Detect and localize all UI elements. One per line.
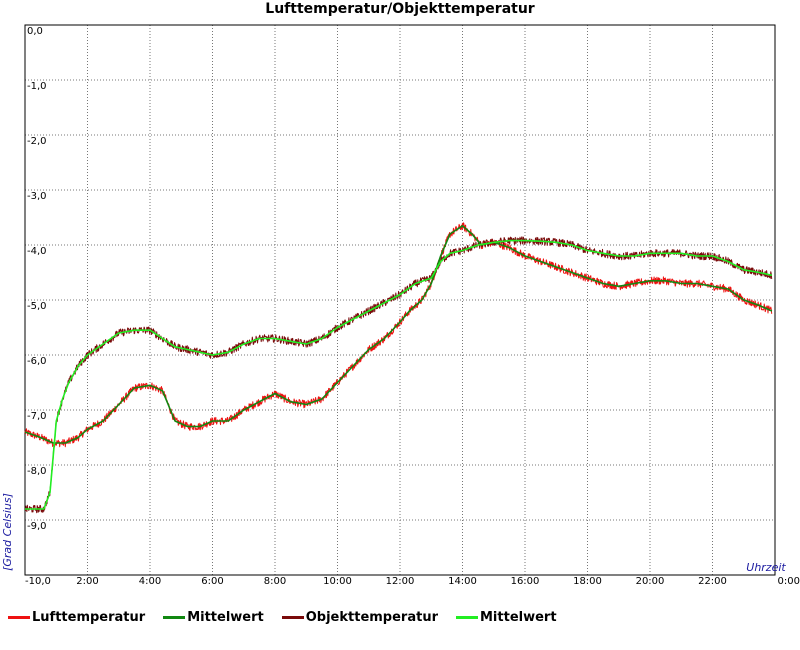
y-tick-label: -1,0 (27, 81, 47, 92)
y-tick-label: -5,0 (27, 301, 47, 312)
series-line-0 (24, 222, 773, 448)
x-axis-label: Uhrzeit (746, 561, 786, 574)
y-tick-label: -8,0 (27, 466, 47, 477)
y-tick-label: -9,0 (27, 521, 47, 532)
series-line-3 (25, 239, 773, 510)
x-tick-label: 0:00 (778, 576, 800, 587)
y-tick-label: -2,0 (27, 136, 47, 147)
x-tick-label: 22:00 (698, 576, 727, 587)
x-axis-ticks: -10,0 2:00 4:00 6:00 8:00 10:00 12:00 14:00 16:0… (25, 576, 800, 587)
legend-item-lufttemperatur: Lufttemperatur (8, 610, 145, 625)
legend-swatch (456, 615, 478, 619)
x-tick-label: 14:00 (448, 576, 477, 587)
x-tick-label: 4:00 (139, 576, 161, 587)
x-tick-label: 20:00 (636, 576, 665, 587)
x-tick-label: 12:00 (386, 576, 415, 587)
y-axis-ticks: 0,0 -1,0 -2,0 -3,0 -4,0 -5,0 -6,0 -7,0 -8,0 -9,0 (27, 26, 47, 532)
legend-label: Mittelwert (480, 609, 557, 625)
series-layer (24, 222, 773, 514)
legend-label: Objekttemperatur (305, 609, 438, 625)
legend-item-mittelwert-2: Mittelwert (456, 610, 557, 625)
legend-label: Lufttemperatur (32, 609, 146, 625)
x-tick-label: -10,0 (25, 576, 51, 587)
y-tick-label: -3,0 (27, 191, 47, 202)
legend-swatch (8, 615, 30, 619)
legend: Lufttemperatur Mittelwert Objekttemperat… (8, 607, 575, 627)
x-tick-label: 6:00 (201, 576, 223, 587)
x-tick-label: 16:00 (511, 576, 540, 587)
chart-title: Lufttemperatur/Objekttemperatur (265, 1, 535, 17)
legend-label: Mittelwert (187, 609, 264, 625)
legend-swatch (281, 615, 304, 619)
legend-item-mittelwert-1: Mittelwert (163, 610, 264, 625)
x-tick-label: 2:00 (76, 576, 98, 587)
y-tick-label: -4,0 (27, 246, 47, 257)
y-tick-label: -7,0 (27, 411, 47, 422)
grid (25, 25, 775, 575)
y-tick-label: 0,0 (27, 26, 43, 37)
y-axis-label: [Grad Celsius] (1, 493, 14, 571)
x-tick-label: 8:00 (264, 576, 286, 587)
legend-item-objekttemperatur: Objekttemperatur (281, 609, 438, 625)
plot-frame (24, 24, 776, 576)
x-tick-label: 18:00 (573, 576, 602, 587)
legend-swatch (163, 615, 186, 619)
y-tick-label: -6,0 (27, 356, 47, 367)
x-tick-label: 10:00 (323, 576, 352, 587)
series-line-1 (24, 225, 773, 444)
